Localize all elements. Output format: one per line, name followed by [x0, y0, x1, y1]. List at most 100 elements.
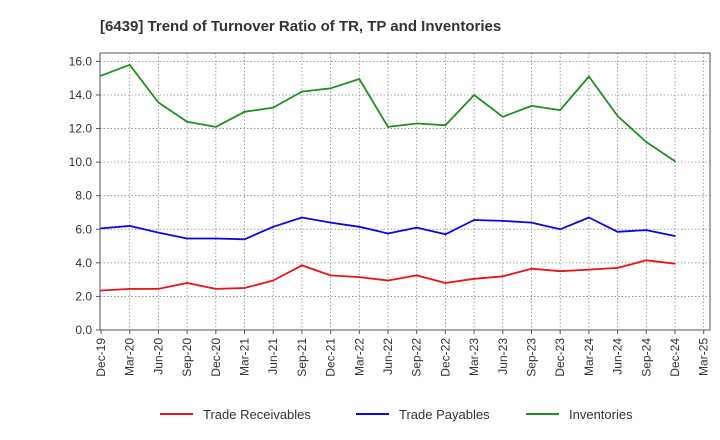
data-point	[645, 141, 648, 143]
data-point	[100, 227, 102, 230]
y-tick-label: 8.0	[75, 189, 92, 203]
x-tick-label: Sep-21	[295, 338, 309, 377]
data-point	[157, 288, 160, 290]
x-tick-label: Mar-20	[123, 338, 137, 376]
data-point	[272, 225, 275, 228]
data-point	[645, 259, 648, 262]
data-point	[501, 275, 504, 278]
data-point	[588, 268, 590, 271]
x-tick-label: Dec-24	[668, 338, 682, 377]
data-point	[128, 225, 131, 227]
data-point	[473, 94, 475, 96]
x-tick-label: Mar-21	[238, 338, 252, 376]
data-point	[358, 276, 361, 278]
x-tick-label: Dec-19	[94, 338, 108, 377]
series-trade-receivables	[100, 259, 676, 292]
data-point	[186, 282, 189, 284]
x-tick-label: Jun-20	[151, 338, 165, 375]
y-axis: 0.0 2.0 4.0 6.0 8.0 10.0 12.0 14.0 16.0	[69, 54, 100, 337]
x-tick-label: Dec-21	[324, 338, 338, 377]
data-point	[100, 289, 102, 292]
plot-frame	[99, 52, 711, 331]
x-tick-label: Mar-24	[582, 338, 596, 376]
x-tick-label: Jun-24	[611, 338, 625, 375]
data-point	[645, 229, 648, 232]
data-point	[329, 221, 332, 224]
data-point	[214, 237, 217, 240]
data-point	[301, 216, 303, 219]
data-point	[157, 101, 160, 104]
data-point	[358, 225, 361, 228]
data-point	[128, 63, 131, 66]
x-tick-label: Sep-24	[639, 338, 653, 377]
data-point	[243, 110, 246, 113]
y-tick-label: 12.0	[69, 122, 93, 136]
data-point	[301, 90, 303, 93]
data-point	[616, 115, 619, 117]
data-point	[415, 122, 418, 125]
data-point	[358, 78, 361, 80]
data-point	[329, 274, 332, 277]
data-point	[444, 124, 447, 127]
data-point	[301, 264, 303, 267]
y-tick-label: 6.0	[75, 222, 92, 236]
data-point	[329, 87, 332, 90]
data-point	[214, 126, 217, 128]
legend-item: Inventories	[526, 407, 633, 422]
x-tick-label: Jun-21	[266, 338, 280, 375]
data-point	[186, 120, 189, 123]
y-tick-label: 10.0	[69, 155, 93, 169]
data-point	[559, 109, 562, 111]
legend-item: Trade Payables	[356, 407, 490, 422]
data-point	[530, 221, 533, 224]
data-point	[128, 288, 131, 290]
y-tick-label: 2.0	[75, 289, 92, 303]
legend-label: Inventories	[569, 407, 633, 422]
x-tick-label: Jun-22	[381, 338, 395, 375]
data-point	[588, 216, 590, 219]
data-point	[559, 228, 562, 231]
data-point	[415, 274, 418, 277]
data-point	[243, 287, 246, 289]
data-point	[243, 238, 246, 241]
y-tick-label: 14.0	[69, 88, 93, 102]
data-point	[473, 277, 475, 280]
x-tick-label: Dec-23	[553, 338, 567, 377]
x-tick-label: Jun-23	[496, 338, 510, 375]
data-point	[387, 279, 389, 282]
data-point	[157, 231, 160, 234]
x-tick-label: Dec-20	[209, 338, 223, 377]
x-tick-label: Mar-23	[467, 338, 481, 376]
data-point	[559, 270, 562, 273]
data-point	[473, 219, 475, 221]
data-point	[501, 220, 504, 222]
x-tick-label: Mar-22	[352, 338, 366, 376]
series-inventories	[100, 63, 676, 163]
data-point	[272, 106, 275, 109]
data-point	[616, 230, 619, 233]
legend-item: Trade Receivables	[160, 407, 311, 422]
legend-label: Trade Payables	[399, 407, 490, 422]
legend-label: Trade Receivables	[203, 407, 311, 422]
data-point	[674, 160, 676, 163]
x-tick-label: Sep-23	[525, 338, 539, 377]
series-lines	[100, 63, 676, 292]
data-point	[616, 267, 619, 269]
y-tick-label: 0.0	[75, 323, 92, 337]
x-axis: Dec-19 Mar-20 Jun-20 Sep-20 Dec-20 Mar-21 Jun-…	[94, 330, 711, 377]
y-tick-label: 16.0	[69, 54, 93, 68]
data-point	[674, 235, 676, 237]
series-line	[100, 259, 676, 292]
data-point	[674, 262, 676, 265]
data-point	[530, 105, 533, 107]
series-trade-payables	[100, 216, 676, 241]
data-point	[100, 74, 102, 77]
grid	[100, 53, 710, 330]
data-point	[444, 233, 447, 236]
data-point	[387, 232, 389, 235]
data-point	[588, 75, 590, 78]
y-tick-label: 4.0	[75, 256, 92, 270]
legend: Trade Receivables Trade Payables Inventori…	[160, 407, 633, 422]
data-point	[214, 288, 217, 290]
